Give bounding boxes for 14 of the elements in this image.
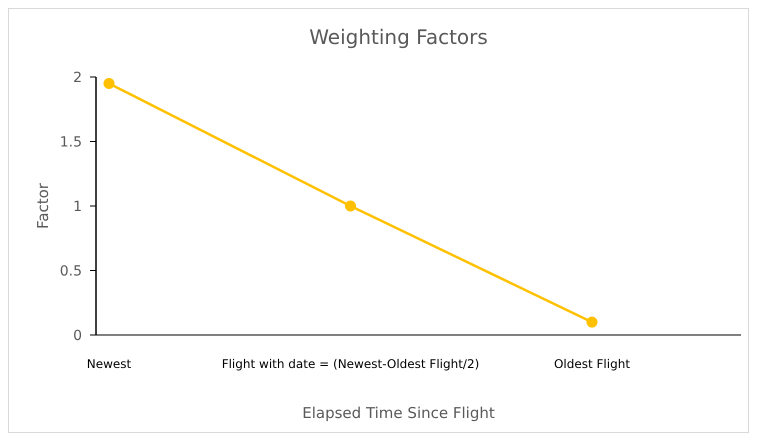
y-axis-title: Factor <box>34 182 52 229</box>
point <box>104 78 114 89</box>
point <box>586 316 598 328</box>
y-tick-label: 0 <box>73 328 82 344</box>
chart-title: Weighting Factors <box>309 25 488 49</box>
x-tick-label: Newest <box>86 357 132 371</box>
x-tick-label: Flight with date = (Newest-Oldest Flight/2) <box>222 357 480 371</box>
point <box>345 200 356 212</box>
y-tick-label: 1.5 <box>60 134 82 150</box>
y-tick-label: 1 <box>73 198 82 215</box>
x-axis-title: Elapsed Time Since Flight <box>302 404 495 422</box>
x-tick-label: Oldest Flight <box>554 357 630 371</box>
y-tick-label: 2 <box>73 70 82 86</box>
y-tick-label: 0.5 <box>60 263 82 280</box>
